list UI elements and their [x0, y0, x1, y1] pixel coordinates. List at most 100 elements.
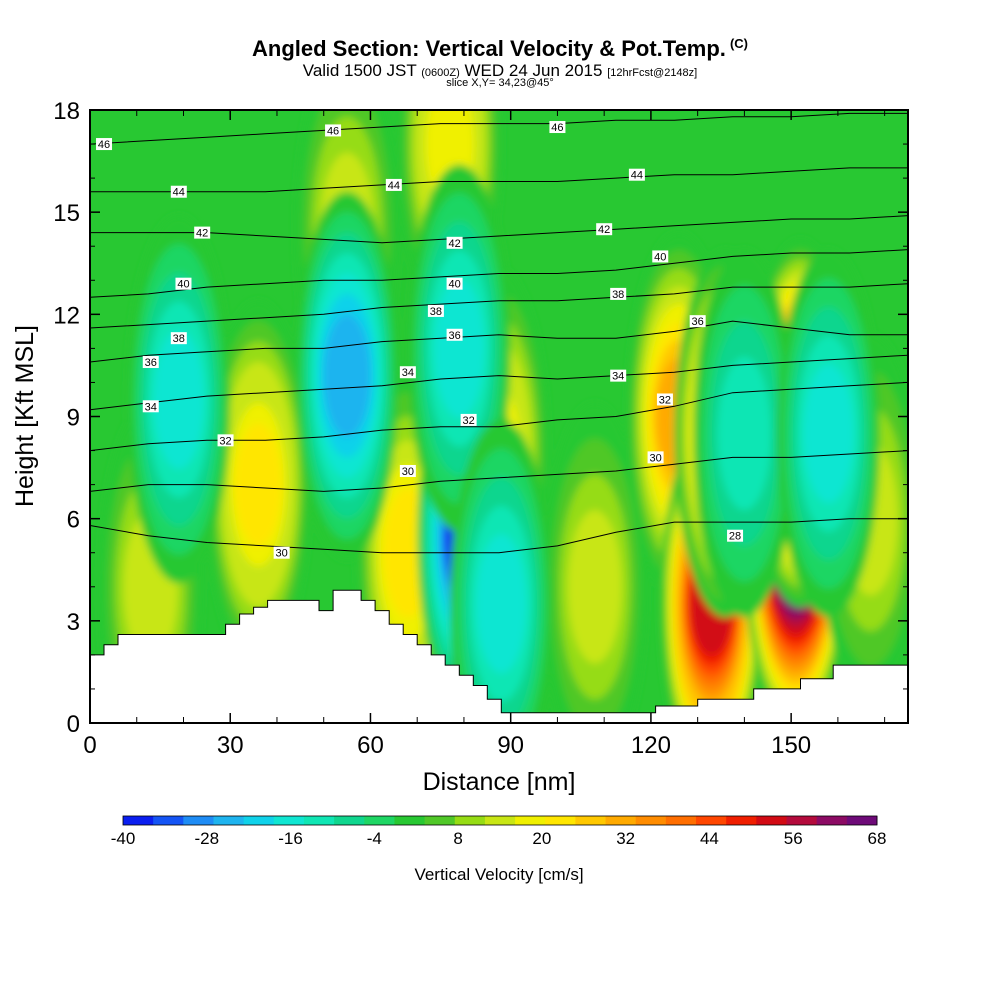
svg-text:34: 34 [612, 371, 624, 383]
colorbar-swatch [786, 816, 818, 825]
isentrope-label-34: 34 [399, 366, 416, 379]
isentrope-40 [90, 249, 908, 298]
isentrope-label-42: 42 [194, 226, 211, 240]
isentrope-label-46: 46 [325, 124, 342, 137]
velocity-cell [323, 314, 371, 437]
isentrope-label-28: 28 [727, 529, 744, 543]
chart-title-unit: (C) [729, 36, 748, 51]
isentrope-label-32: 32 [656, 393, 673, 406]
isentrope-46 [90, 112, 908, 145]
isentrope-38 [90, 283, 908, 329]
velocity-field: 46 46 46 44 44 44 42 42 42 40 40 40 38 38 38 36 36 36 34 34… [90, 110, 908, 723]
svg-text:42: 42 [196, 228, 208, 240]
isentrope-label-36: 36 [446, 328, 463, 342]
chart-title-text: Angled Section: Vertical Velocity & Pot.… [252, 36, 726, 61]
svg-text:44: 44 [173, 187, 185, 199]
colorbar-tick-label: -40 [111, 829, 136, 848]
colorbar-label: Vertical Velocity [cm/s] [414, 865, 583, 884]
isentrope-label-46: 46 [96, 138, 113, 151]
isentrope-label-46: 46 [549, 121, 566, 134]
svg-text:38: 38 [612, 289, 624, 301]
colorbar-swatch [756, 816, 788, 825]
isentrope-label-38: 38 [170, 332, 187, 345]
svg-text:36: 36 [145, 357, 157, 369]
svg-text:28: 28 [729, 531, 741, 543]
colorbar-swatch [394, 816, 426, 825]
svg-text:32: 32 [219, 435, 231, 447]
isentrope-label-40: 40 [175, 277, 192, 291]
svg-text:32: 32 [462, 415, 474, 427]
svg-text:40: 40 [654, 251, 666, 263]
y-tick-label: 9 [67, 405, 80, 432]
svg-text:42: 42 [598, 224, 610, 236]
colorbar-tick-label: -28 [194, 829, 219, 848]
isentrope-28 [90, 518, 908, 554]
isentrope-36 [90, 320, 908, 363]
svg-text:46: 46 [551, 122, 563, 134]
svg-text:40: 40 [177, 279, 189, 291]
colorbar-swatch [123, 816, 154, 825]
x-tick-label: 60 [357, 732, 384, 759]
colorbar-swatch [605, 816, 637, 825]
isentrope-label-40: 40 [446, 277, 463, 291]
velocity-cell [434, 278, 485, 418]
colorbar-swatch [424, 816, 456, 825]
x-tick-label: 120 [631, 732, 671, 759]
y-tick-label: 0 [67, 711, 80, 738]
isentrope-label-44: 44 [385, 178, 402, 192]
isentrope-label-30: 30 [399, 464, 416, 478]
colorbar-swatch [665, 816, 697, 825]
slice-info: slice X,Y= 34,23@45° [446, 77, 554, 89]
svg-text:30: 30 [649, 452, 661, 464]
colorbar-swatch [515, 816, 546, 825]
isentrope-label-34: 34 [610, 369, 627, 383]
velocity-cell [234, 423, 282, 546]
colorbar-swatch [726, 816, 757, 825]
colorbar-swatch [635, 816, 667, 825]
x-tick-label: 90 [497, 732, 524, 759]
x-tick-label: 30 [217, 732, 244, 759]
velocity-cell [717, 356, 772, 511]
colorbar-swatch [816, 816, 848, 825]
colorbar-swatch [545, 816, 576, 825]
y-tick-label: 3 [67, 609, 80, 636]
x-tick-label: 150 [771, 732, 811, 759]
colorbar-tick-label: 20 [532, 829, 551, 848]
colorbar-tick-label: -4 [367, 829, 382, 848]
colorbar-swatch [153, 816, 184, 825]
y-tick-label: 12 [53, 302, 80, 329]
colorbar-swatch [213, 816, 245, 825]
svg-text:34: 34 [145, 401, 157, 413]
valid-prefix: Valid 1500 JST [302, 61, 417, 80]
chart-title: Angled Section: Vertical Velocity & Pot.… [0, 36, 1000, 62]
svg-text:46: 46 [98, 139, 110, 151]
svg-text:44: 44 [388, 180, 400, 192]
y-tick-label: 6 [67, 507, 80, 534]
colorbar-tick-label: 8 [453, 829, 462, 848]
colorbar-swatch [575, 816, 607, 825]
colorbar-tick-label: -16 [278, 829, 303, 848]
velocity-cell [803, 364, 854, 504]
isentrope-labels: 46 46 46 44 44 44 42 42 42 40 40 40 38 38 38 36 36 36 34 34… [96, 121, 744, 560]
svg-text:36: 36 [448, 330, 460, 342]
y-tick-label: 15 [53, 200, 80, 227]
svg-text:44: 44 [631, 170, 643, 182]
colorbar-swatch [484, 816, 516, 825]
isentrope-lines [90, 112, 908, 554]
svg-text:36: 36 [692, 316, 704, 328]
colorbar-swatch [696, 816, 727, 825]
x-tick-label: 0 [83, 732, 96, 759]
colorbar-swatch [243, 816, 275, 825]
isentrope-label-32: 32 [217, 434, 234, 447]
velocity-cell [567, 510, 622, 664]
terrain-mask [90, 589, 908, 723]
y-axis-title: Height [Kft MSL] [11, 325, 39, 507]
isentrope-label-38: 38 [610, 287, 627, 301]
colorbar-swatch [846, 816, 878, 825]
colorbar-swatch [273, 816, 305, 825]
colorbar: -40 -28 -16 -4 8 20 32 44 56 68 [111, 815, 886, 848]
isentrope-label-30: 30 [273, 546, 290, 560]
isentrope-label-36: 36 [689, 315, 706, 328]
isentrope-label-42: 42 [446, 236, 463, 250]
